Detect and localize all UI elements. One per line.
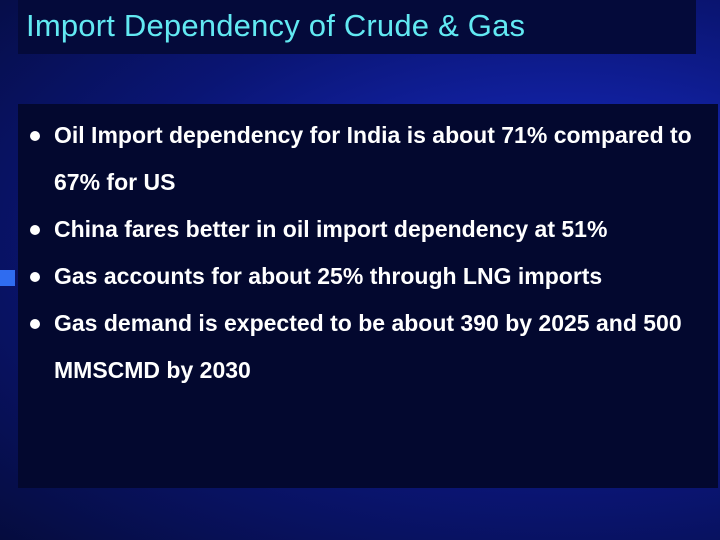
bullet-item: China fares better in oil import depende… <box>18 206 718 253</box>
content-panel: Oil Import dependency for India is about… <box>18 104 718 488</box>
bullet-dot-icon <box>30 131 40 141</box>
bullet-item: Gas accounts for about 25% through LNG i… <box>18 253 718 300</box>
bullet-text: Oil Import dependency for India is about… <box>54 122 692 195</box>
bullet-list: Oil Import dependency for India is about… <box>18 112 718 394</box>
title-bar: Import Dependency of Crude & Gas <box>18 0 696 54</box>
side-accent-mark <box>0 270 15 286</box>
bullet-dot-icon <box>30 319 40 329</box>
bullet-item: Oil Import dependency for India is about… <box>18 112 718 206</box>
bullet-dot-icon <box>30 272 40 282</box>
bullet-text: China fares better in oil import depende… <box>54 216 608 242</box>
slide-title: Import Dependency of Crude & Gas <box>26 8 526 43</box>
bullet-text: Gas demand is expected to be about 390 b… <box>54 310 682 383</box>
bullet-dot-icon <box>30 225 40 235</box>
bullet-text: Gas accounts for about 25% through LNG i… <box>54 263 603 289</box>
bullet-item: Gas demand is expected to be about 390 b… <box>18 300 718 394</box>
